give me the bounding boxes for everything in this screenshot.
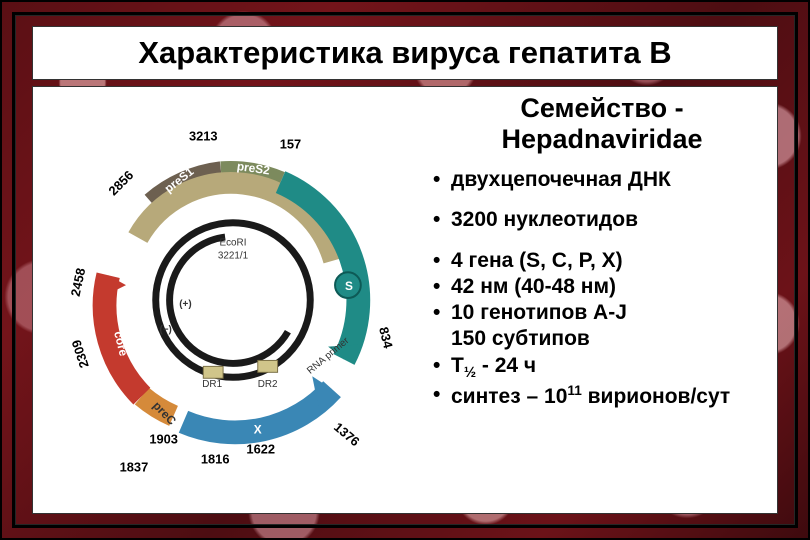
genome-svg: polymerase S X core preC preS1 preS2 Eco… [33, 87, 433, 513]
bullet-marker: • [433, 274, 451, 300]
bullet-5: • 10 генотипов A-J [433, 300, 771, 326]
bullet-3: • 4 гена (S, C, P, X) [433, 248, 771, 274]
b7-post: вирионов/сут [582, 385, 730, 408]
content-box: polymerase S X core preC preS1 preS2 Eco… [32, 86, 778, 514]
b6-sub: ½ [464, 365, 476, 381]
label-ecori: EcoRI [220, 238, 247, 249]
b6-post: - 24 ч [476, 354, 536, 377]
num-1816: 1816 [201, 451, 230, 466]
num-2309: 2309 [69, 338, 92, 370]
bullet-5b: 150 субтипов [433, 326, 771, 352]
num-3213: 3213 [189, 128, 218, 143]
bullet-1-text: двухцепочечная ДНК [451, 167, 671, 193]
bullet-5-text: 10 генотипов A-J [451, 300, 627, 326]
bullet-6-text: T½ - 24 ч [451, 353, 536, 383]
bullet-4: • 42 нм (40-48 нм) [433, 274, 771, 300]
bullet-marker: • [433, 207, 451, 233]
label-plus: (+) [179, 299, 191, 310]
bullet-5b-text: 150 субтипов [451, 326, 590, 352]
bullet-spacer [433, 326, 451, 352]
label-dr1: DR1 [202, 379, 222, 390]
subtitle-line1: Семейство - [520, 93, 683, 123]
title-box: Характеристика вируса гепатита В [32, 26, 778, 80]
label-coord: 3221/1 [218, 250, 249, 261]
bullet-marker: • [433, 382, 451, 410]
bullet-1: • двухцепочечная ДНК [433, 167, 771, 193]
num-1376: 1376 [331, 419, 363, 449]
num-1903: 1903 [149, 432, 178, 447]
bullet-4-text: 42 нм (40-48 нм) [451, 274, 616, 300]
text-column: Семейство - Hepadnaviridae • двухцепочеч… [433, 87, 777, 513]
num-1622: 1622 [246, 442, 275, 457]
b7-sup: 11 [567, 383, 581, 398]
bullet-marker: • [433, 300, 451, 326]
num-157: 157 [280, 136, 301, 151]
bullet-6: • T½ - 24 ч [433, 353, 771, 383]
label-minus: (−) [159, 325, 171, 336]
subtitle-line2: Hepadnaviridae [501, 124, 702, 154]
num-2458: 2458 [68, 267, 89, 298]
num-2856: 2856 [105, 167, 136, 198]
bullet-2: • 3200 нуклеотидов [433, 207, 771, 233]
subtitle: Семейство - Hepadnaviridae [433, 93, 771, 155]
bullet-marker: • [433, 353, 451, 383]
b6-pre: T [451, 354, 464, 377]
bullet-list: • двухцепочечная ДНК • 3200 нуклеотидов … [433, 167, 771, 410]
label-x: X [254, 423, 262, 437]
label-s: S [345, 279, 353, 293]
bullet-marker: • [433, 167, 451, 193]
num-1837: 1837 [120, 459, 149, 474]
b7-pre: синтез – 10 [451, 385, 567, 408]
bullet-7: • синтез – 1011 вирионов/сут [433, 382, 771, 410]
label-polymerase: polymerase [200, 195, 266, 209]
label-dr2: DR2 [258, 379, 278, 390]
bullet-2-text: 3200 нуклеотидов [451, 207, 638, 233]
genome-diagram: polymerase S X core preC preS1 preS2 Eco… [33, 87, 433, 513]
bullet-marker: • [433, 248, 451, 274]
slide-title: Характеристика вируса гепатита В [138, 35, 671, 70]
bullet-3-text: 4 гена (S, C, P, X) [451, 248, 623, 274]
num-834: 834 [376, 325, 396, 350]
bullet-7-text: синтез – 1011 вирионов/сут [451, 382, 730, 410]
